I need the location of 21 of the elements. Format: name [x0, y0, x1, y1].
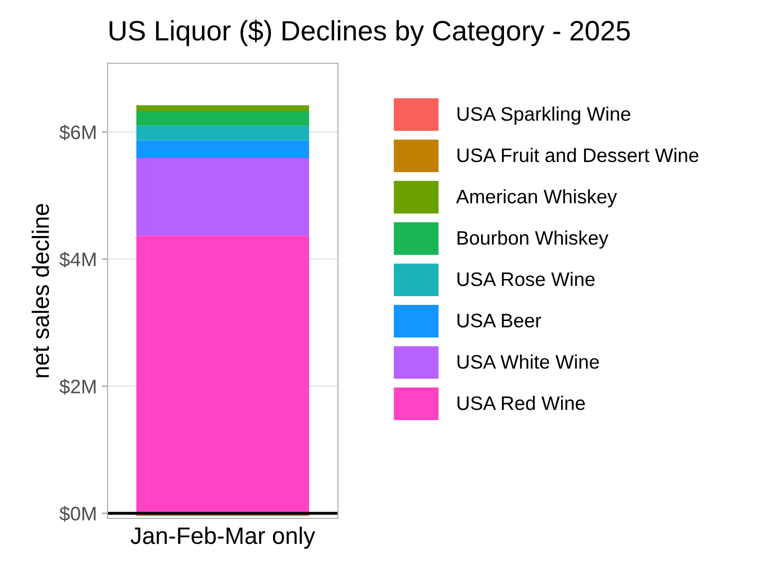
- bar: [136, 140, 310, 158]
- legend-label: USA Red Wine: [458, 396, 585, 410]
- x-tick-label: Jan-Feb-Mar only: [130, 526, 316, 549]
- bar: [136, 126, 310, 140]
- legend-label: American Whiskey: [456, 189, 617, 208]
- bar: [136, 111, 310, 126]
- y-tick-label: $6M: [59, 124, 96, 140]
- legend-label: USA Fruit and Dessert Wine: [458, 148, 698, 162]
- y-axis-title: net sales decline: [32, 204, 50, 378]
- bar: [136, 158, 310, 236]
- legend-label: USA Beer: [458, 314, 542, 328]
- text: US Liquor ($) Declines by Category - 2025: [110, 20, 630, 46]
- legend-label: USA Sparkling Wine: [458, 106, 630, 125]
- bar: [136, 105, 310, 112]
- y-tick-label: $0M: [59, 506, 96, 522]
- y-tick-label: $2M: [59, 378, 96, 395]
- legend-label: USA Rose Wine: [458, 272, 595, 286]
- legend-label: Bourbon Whiskey: [458, 230, 608, 249]
- legend-label: USA White Wine: [458, 354, 599, 369]
- bar: [136, 236, 310, 514]
- y-tick-label: $4M: [59, 252, 96, 268]
